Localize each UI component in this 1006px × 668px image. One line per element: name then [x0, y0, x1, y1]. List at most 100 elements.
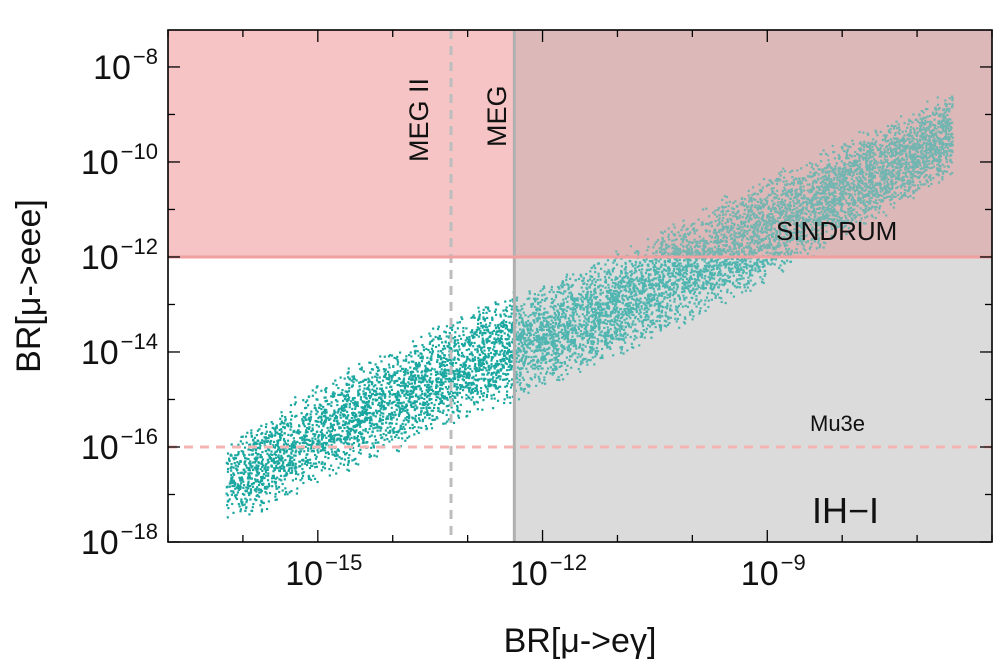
scatter-point	[663, 248, 666, 252]
scatter-point	[763, 223, 766, 226]
scatter-point	[288, 467, 291, 470]
scatter-point	[452, 421, 456, 425]
scatter-point	[864, 210, 868, 213]
scatter-point	[505, 357, 509, 360]
scatter-point	[735, 279, 738, 282]
scatter-point	[812, 180, 815, 183]
scatter-point	[373, 435, 377, 438]
scatter-point	[306, 412, 309, 416]
scatter-point	[312, 474, 315, 477]
scatter-point	[301, 467, 304, 471]
scatter-point	[435, 377, 438, 380]
scatter-point	[638, 344, 641, 347]
scatter-point	[919, 164, 922, 167]
scatter-point	[345, 390, 349, 394]
scatter-point	[673, 239, 676, 242]
scatter-point	[631, 313, 634, 316]
scatter-point	[278, 428, 281, 432]
scatter-point	[587, 338, 591, 341]
scatter-point	[901, 152, 904, 156]
scatter-point	[503, 351, 506, 354]
scatter-point	[251, 485, 255, 488]
scatter-point	[434, 385, 438, 389]
scatter-point	[299, 447, 302, 450]
scatter-point	[320, 422, 323, 425]
scatter-point	[778, 227, 781, 230]
scatter-point	[520, 345, 523, 348]
scatter-point	[293, 458, 296, 461]
scatter-point	[634, 292, 637, 295]
scatter-point	[238, 505, 241, 508]
scatter-point	[261, 465, 264, 469]
scatter-point	[544, 337, 547, 341]
scatter-point	[617, 286, 620, 289]
scatter-point	[496, 362, 499, 365]
scatter-point	[579, 273, 582, 276]
scatter-point	[908, 138, 911, 141]
scatter-point	[754, 192, 757, 195]
scatter-point	[414, 352, 417, 355]
scatter-point	[796, 214, 799, 217]
scatter-point	[831, 144, 834, 148]
scatter-point	[819, 159, 823, 163]
scatter-point	[226, 452, 230, 455]
scatter-point	[812, 175, 815, 178]
scatter-point	[882, 134, 886, 137]
scatter-point	[838, 192, 842, 195]
scatter-point	[935, 112, 938, 116]
scatter-point	[425, 347, 428, 351]
scatter-point	[358, 362, 361, 366]
scatter-point	[613, 286, 617, 289]
scatter-point	[738, 216, 741, 219]
scatter-point	[429, 340, 432, 343]
scatter-point	[787, 247, 791, 251]
scatter-point	[581, 313, 584, 316]
scatter-point	[239, 459, 242, 463]
scatter-point	[421, 355, 424, 358]
scatter-point	[852, 214, 855, 217]
scatter-point	[483, 329, 486, 332]
scatter-point	[919, 124, 922, 127]
scatter-point	[329, 426, 332, 429]
scatter-point	[691, 288, 695, 292]
scatter-point	[665, 307, 669, 310]
scatter-point	[760, 226, 764, 229]
scatter-point	[370, 422, 374, 425]
scatter-point	[876, 171, 879, 175]
scatter-point	[485, 362, 489, 365]
scatter-point	[444, 422, 447, 425]
scatter-point	[724, 282, 727, 285]
scatter-point	[554, 351, 558, 355]
scatter-point	[341, 399, 345, 402]
scatter-point	[412, 378, 415, 381]
scatter-point	[757, 267, 760, 270]
scatter-point	[422, 406, 425, 410]
scatter-point	[286, 443, 290, 446]
scatter-point	[845, 217, 848, 220]
scatter-point	[822, 246, 825, 249]
scatter-point	[743, 204, 746, 207]
scatter-point	[393, 410, 396, 414]
scatter-point	[894, 131, 897, 135]
scatter-point	[543, 299, 546, 302]
scatter-point	[490, 356, 493, 359]
scatter-point	[594, 303, 597, 306]
scatter-point	[863, 145, 866, 149]
scatter-point	[914, 146, 917, 149]
scatter-point	[403, 385, 407, 389]
scatter-point	[526, 346, 529, 349]
scatter-point	[353, 429, 356, 432]
scatter-point	[840, 192, 843, 195]
scatter-point	[624, 288, 627, 291]
scatter-point	[620, 324, 623, 328]
scatter-point	[707, 275, 710, 279]
scatter-point	[759, 197, 762, 201]
scatter-point	[362, 392, 365, 396]
scatter-point	[894, 195, 897, 198]
scatter-point	[657, 306, 660, 310]
scatter-point	[732, 226, 735, 229]
scatter-point	[832, 168, 835, 171]
scatter-point	[674, 271, 678, 275]
scatter-point	[899, 191, 902, 195]
scatter-point	[921, 161, 924, 164]
